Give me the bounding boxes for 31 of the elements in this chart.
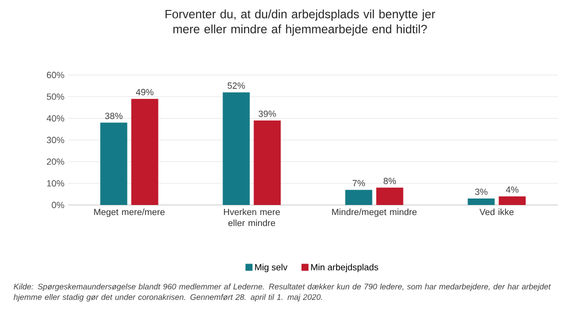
y-tick-label: 40%	[46, 115, 64, 122]
bar	[468, 198, 495, 205]
bar	[100, 122, 128, 205]
data-label: 3%	[475, 188, 488, 195]
bar	[222, 92, 250, 205]
y-tick-label: 10%	[47, 180, 64, 187]
x-tick-label: Ved ikke	[480, 208, 514, 216]
bar	[254, 120, 281, 205]
x-tick-label: Hverken mere eller mindre	[224, 208, 280, 226]
y-tick-label: 60%	[46, 72, 64, 78]
data-label: 49%	[136, 88, 154, 96]
data-label: 4%	[506, 186, 518, 193]
y-tick-label: 20%	[46, 158, 64, 165]
data-label: 39%	[258, 110, 276, 117]
chart-title: Forventer du, at du/din arbejdsplads vil benytte jer mere eller mindre af hjemmearbejde end hidtil?	[166, 10, 436, 36]
x-tick-label: Mindre/meget mindre	[332, 208, 417, 217]
legend-label: Mig selv	[255, 264, 288, 272]
text: Kilde: Spørgeskemaundersøgelse blandt 960 medlemmer af Lederne. Resultatet dækker kun de 790 ledere, som har medarbejdere, der har arbejdet hjemme eller stadig gør det under coronakrisen. Gennemført 28. april til 1. maj 2020.	[14, 284, 551, 302]
bar	[131, 98, 158, 205]
y-tick-label: 30%	[46, 136, 64, 144]
data-label: 7%	[352, 180, 365, 186]
y-tick-label: 50%	[46, 93, 64, 100]
x-tick-label: Meget mere/mere	[94, 208, 165, 217]
data-label: 8%	[384, 178, 396, 184]
legend-label: Min arbejdsplads	[311, 264, 378, 272]
bar	[498, 196, 526, 205]
data-label: 38%	[105, 112, 122, 120]
y-tick-label: 0%	[52, 202, 64, 208]
data-label: 52%	[228, 82, 245, 89]
bar	[345, 190, 372, 205]
bar	[376, 188, 404, 205]
